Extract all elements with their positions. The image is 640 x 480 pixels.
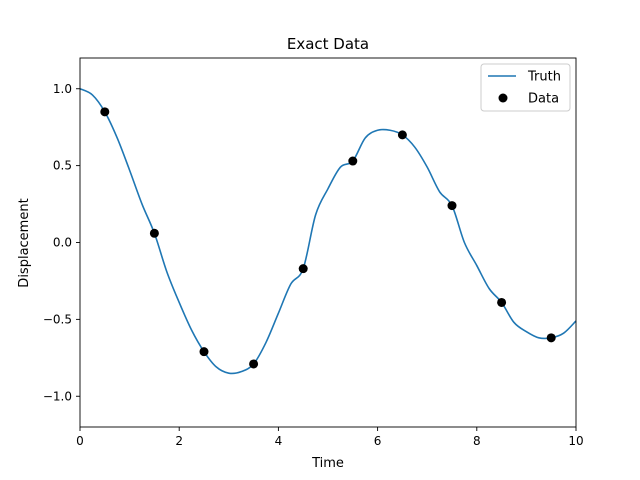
y-tick-label: 0.0 (53, 236, 72, 250)
x-tick-label: 4 (275, 434, 283, 448)
plot-area (79, 88, 577, 375)
legend-truth-label: Truth (527, 70, 561, 85)
legend-data-swatch (498, 93, 508, 103)
x-tick-label: 8 (473, 434, 481, 448)
data-point (397, 130, 407, 140)
data-point (199, 347, 209, 357)
x-tick-label: 2 (175, 434, 183, 448)
y-tick-label: 0.5 (53, 159, 72, 173)
x-tick-label: 10 (568, 434, 583, 448)
data-point (298, 264, 308, 274)
data-point (348, 156, 358, 166)
data-point (149, 228, 159, 238)
chart-title: Exact Data (287, 35, 369, 53)
y-tick-label: 1.0 (53, 82, 72, 96)
legend: Truth Data (480, 63, 571, 112)
y-tick-label: −0.5 (43, 312, 72, 326)
x-tick-label: 6 (374, 434, 382, 448)
axis-ticks: 0 2 4 6 8 10 −1.0 −0.5 0.0 0.5 1.0 (43, 82, 584, 448)
y-axis-label: Displacement (17, 198, 32, 287)
data-points (100, 107, 556, 369)
data-point (249, 359, 259, 369)
data-point (497, 297, 507, 307)
x-axis-label: Time (311, 456, 344, 471)
x-tick-label: 0 (76, 434, 84, 448)
data-point (447, 201, 457, 211)
legend-data-label: Data (528, 92, 559, 107)
data-point (100, 107, 110, 117)
axes-frame (79, 57, 577, 428)
truth-line (79, 88, 577, 375)
y-tick-label: −1.0 (43, 389, 72, 403)
data-point (546, 333, 556, 343)
